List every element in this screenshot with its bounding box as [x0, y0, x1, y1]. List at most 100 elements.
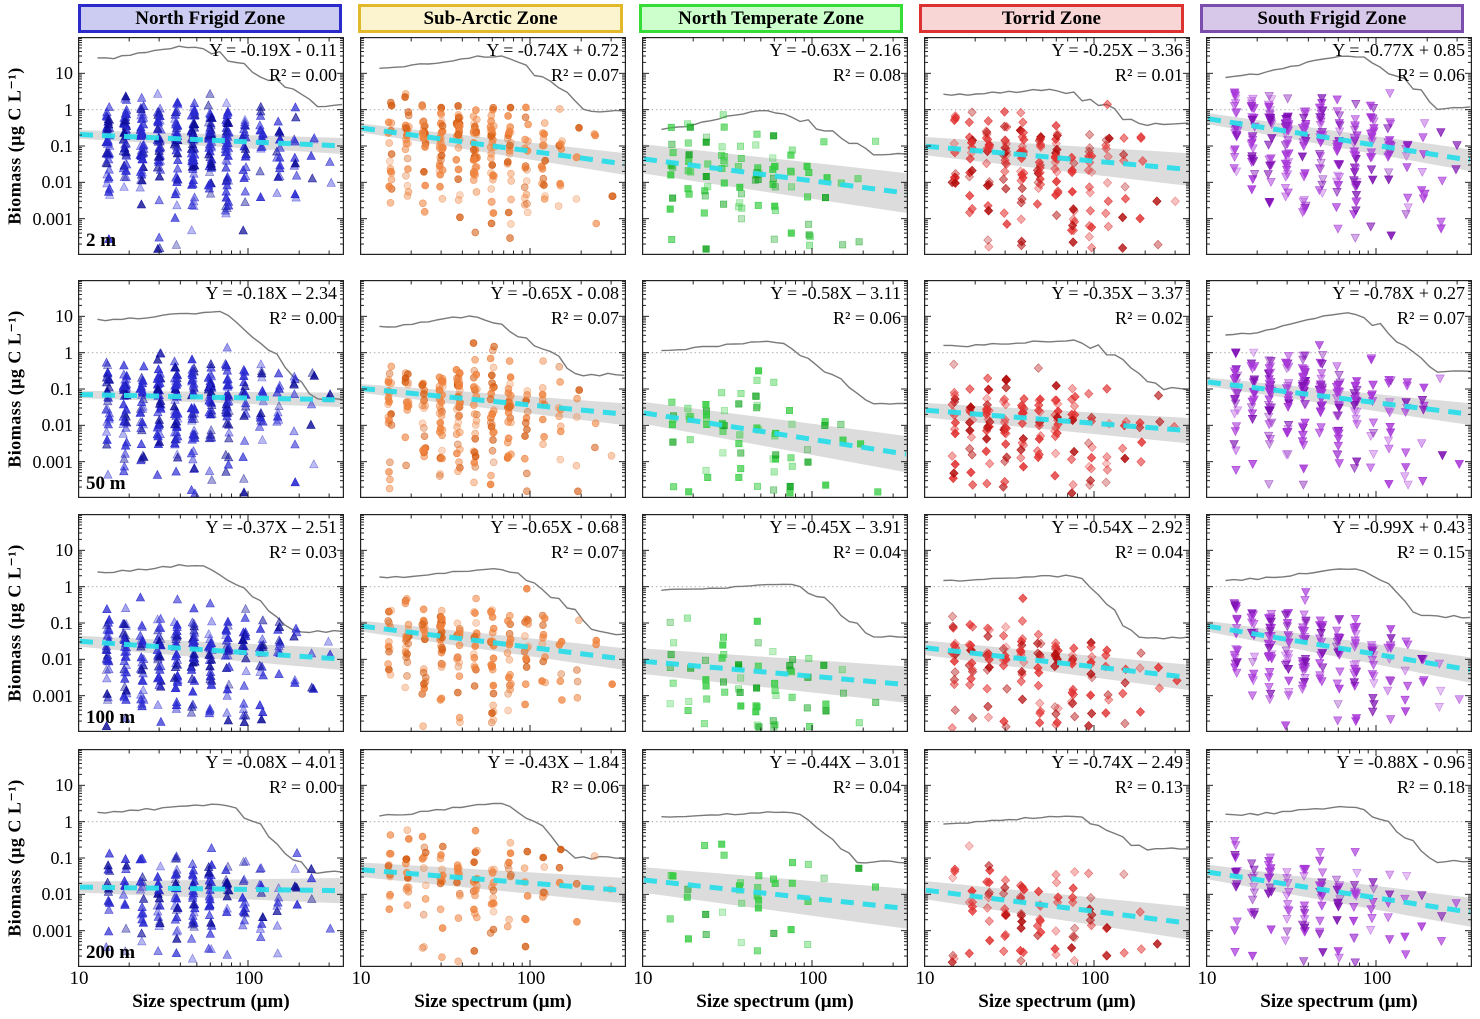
data-point	[1230, 602, 1240, 612]
data-point	[1135, 422, 1145, 433]
data-point	[403, 181, 412, 190]
data-point	[1001, 622, 1011, 632]
data-point	[1451, 899, 1461, 909]
data-point	[1299, 957, 1309, 966]
data-point	[1033, 886, 1044, 897]
data-point	[1283, 188, 1293, 198]
data-point	[171, 926, 182, 936]
data-point	[169, 139, 180, 149]
data-point	[1350, 848, 1360, 858]
data-point	[1300, 122, 1311, 132]
data-point	[307, 682, 317, 692]
data-point	[258, 670, 268, 680]
data-point	[1135, 907, 1145, 917]
data-point	[1136, 456, 1146, 467]
data-point	[556, 179, 564, 188]
data-point	[1086, 463, 1096, 474]
data-point	[572, 880, 581, 888]
data-point	[985, 458, 995, 469]
data-point	[984, 241, 994, 252]
data-point	[1120, 181, 1130, 192]
data-point	[1265, 368, 1276, 378]
data-point	[967, 658, 977, 668]
data-point	[505, 357, 514, 365]
data-point	[1034, 157, 1045, 168]
data-point	[306, 399, 317, 409]
data-point	[241, 653, 251, 663]
data-point	[204, 867, 214, 877]
data-point	[506, 849, 515, 857]
data-point	[1248, 94, 1258, 104]
data-point	[789, 656, 797, 664]
data-point	[541, 156, 549, 165]
data-point	[770, 378, 778, 386]
data-point	[1352, 377, 1362, 387]
r-squared-text: R² = 0.18	[1396, 777, 1465, 797]
data-point	[203, 117, 214, 127]
data-point	[187, 434, 197, 444]
data-point	[121, 147, 131, 157]
data-point	[704, 474, 712, 482]
data-point	[1400, 472, 1410, 482]
data-point	[753, 404, 761, 412]
data-point	[820, 874, 828, 882]
data-point	[522, 190, 531, 199]
data-point	[1152, 939, 1162, 949]
data-point	[539, 621, 547, 629]
data-point	[753, 684, 761, 692]
x-tick-label: 100	[234, 968, 264, 989]
data-point	[1351, 191, 1362, 201]
data-point	[1000, 166, 1010, 177]
data-point	[172, 933, 182, 943]
data-point	[221, 162, 231, 172]
data-point	[736, 431, 744, 439]
regression-equation-block: Y = -0.65X - 0.08 R² = 0.07	[491, 281, 619, 331]
data-point	[1001, 183, 1011, 194]
data-point	[221, 186, 231, 196]
data-point	[119, 369, 129, 379]
data-point	[238, 640, 248, 650]
data-point	[984, 887, 995, 898]
data-point	[1349, 664, 1360, 674]
data-point	[1436, 224, 1446, 234]
data-point	[753, 401, 761, 409]
data-point	[1000, 427, 1010, 438]
equation-text: Y = -0.88X - 0.96	[1336, 752, 1465, 772]
data-point	[470, 128, 478, 137]
data-point	[255, 923, 266, 933]
data-point	[1135, 417, 1145, 428]
data-point	[523, 487, 531, 495]
data-point	[255, 412, 266, 422]
data-point	[1315, 113, 1325, 122]
data-point	[1383, 436, 1394, 446]
data-point	[221, 97, 232, 107]
data-point	[290, 136, 300, 146]
data-point	[418, 102, 427, 111]
data-point	[1067, 488, 1077, 497]
data-point	[173, 452, 183, 462]
data-point	[1000, 155, 1010, 166]
data-point	[136, 689, 146, 699]
y-tick-label: 10	[55, 775, 73, 796]
data-point	[488, 613, 497, 621]
data-point	[154, 672, 164, 681]
data-point	[421, 895, 430, 903]
data-point	[224, 419, 234, 429]
data-point	[172, 163, 183, 173]
data-point	[1334, 111, 1345, 121]
data-point	[1434, 703, 1444, 712]
data-point	[170, 439, 180, 449]
data-point	[386, 167, 395, 176]
data-point	[489, 701, 497, 710]
data-point	[1087, 242, 1097, 253]
regression-equation-block: Y = -0.74X + 0.72 R² = 0.07	[486, 38, 619, 88]
data-point	[702, 245, 710, 253]
data-point	[1400, 666, 1410, 676]
data-point	[438, 446, 446, 455]
data-point	[154, 195, 164, 205]
data-point	[1066, 225, 1077, 236]
data-point	[223, 459, 234, 469]
data-point	[1368, 898, 1378, 907]
data-point	[436, 162, 444, 170]
data-point	[453, 449, 461, 458]
